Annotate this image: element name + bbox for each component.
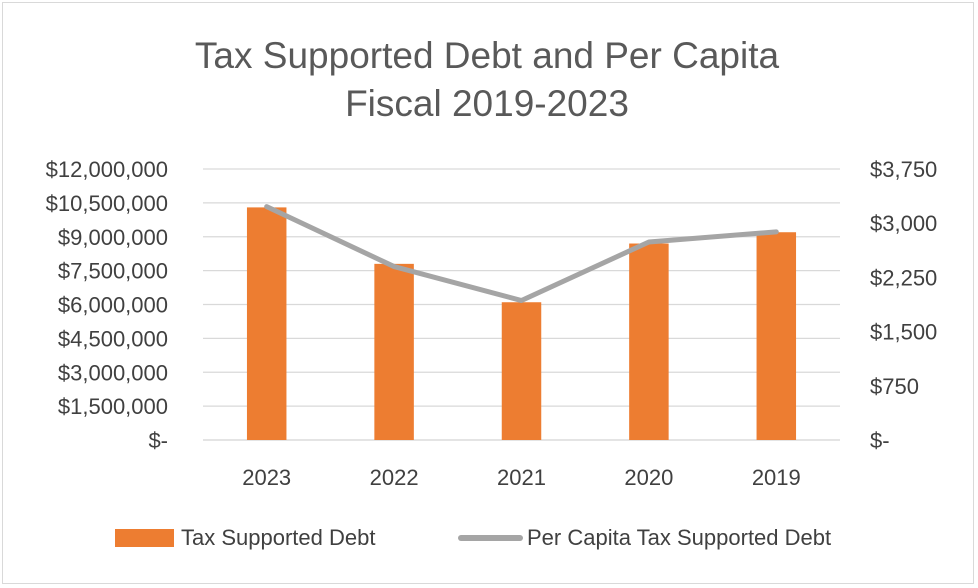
chart-title-line-2: Fiscal 2019-2023 <box>345 83 629 124</box>
legend: Tax Supported Debt Per Capita Tax Suppor… <box>115 525 831 550</box>
bar-2020 <box>629 243 669 440</box>
x-tick-label: 2021 <box>497 465 546 490</box>
y-left-tick-label: $3,000,000 <box>58 360 168 385</box>
bar-series <box>246 207 797 440</box>
y-left-tick-label: $10,500,000 <box>46 191 168 216</box>
y-right-tick-label: $3,000 <box>870 211 937 236</box>
y-axis-right: $- $750 $1,500 $2,250 $3,000 $3,750 <box>870 157 937 453</box>
y-left-tick-label: $9,000,000 <box>58 225 168 250</box>
y-left-tick-label: $12,000,000 <box>46 157 168 182</box>
chart-title-line-1: Tax Supported Debt and Per Capita <box>195 35 780 76</box>
y-right-tick-label: $2,250 <box>870 265 937 290</box>
x-tick-label: 2020 <box>624 465 673 490</box>
legend-swatch-tax-supported-debt <box>115 529 174 547</box>
y-right-tick-label: $3,750 <box>870 157 937 182</box>
x-axis: 2023 2022 2021 2020 2019 <box>242 465 801 490</box>
y-axis-left: $- $1,500,000 $3,000,000 $4,500,000 $6,000,0… <box>46 157 168 453</box>
y-right-tick-label: $1,500 <box>870 320 937 345</box>
x-tick-label: 2019 <box>752 465 801 490</box>
legend-label-tax-supported-debt: Tax Supported Debt <box>181 525 375 550</box>
bar-2019 <box>756 232 797 440</box>
y-right-tick-label: $- <box>870 428 890 453</box>
bar-2022 <box>374 263 414 440</box>
per-capita-line <box>264 204 779 304</box>
y-left-tick-label: $1,500,000 <box>58 394 168 419</box>
line-series <box>264 204 779 304</box>
x-tick-label: 2022 <box>370 465 419 490</box>
y-right-tick-label: $750 <box>870 374 919 399</box>
y-left-tick-label: $4,500,000 <box>58 326 168 351</box>
y-left-tick-label: $7,500,000 <box>58 259 168 284</box>
y-left-tick-label: $6,000,000 <box>58 293 168 318</box>
bar-2021 <box>501 302 542 440</box>
bar-2023 <box>246 207 287 440</box>
x-tick-label: 2023 <box>242 465 291 490</box>
y-left-tick-label: $- <box>148 428 168 453</box>
legend-label-per-capita: Per Capita Tax Supported Debt <box>527 525 831 550</box>
